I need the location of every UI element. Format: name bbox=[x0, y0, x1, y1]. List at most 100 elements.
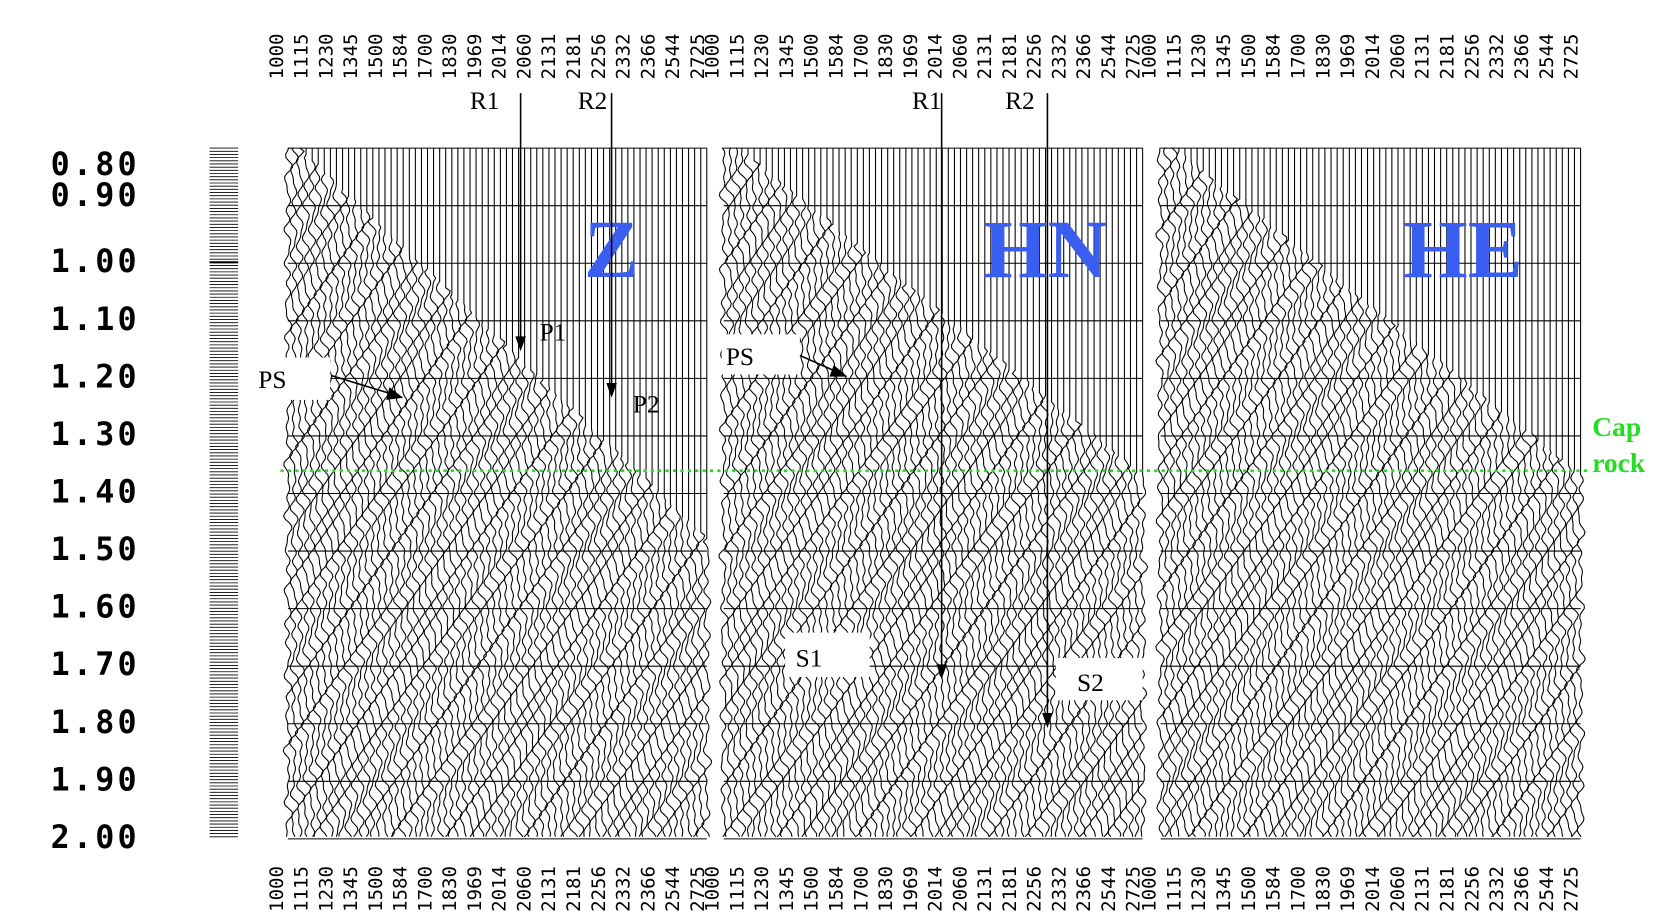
seismic-trace bbox=[785, 148, 796, 837]
time-label: 1.60 bbox=[51, 590, 140, 626]
time-label: 1.70 bbox=[51, 647, 140, 683]
trace-label: 1230 bbox=[1188, 866, 1210, 912]
seismic-trace bbox=[1374, 148, 1386, 837]
seismic-trace bbox=[918, 148, 930, 837]
seismic-trace bbox=[385, 148, 397, 838]
trace-label: 2332 bbox=[1486, 33, 1508, 79]
seismic-trace bbox=[876, 148, 887, 837]
annotation: P1 bbox=[540, 319, 567, 347]
seismic-trace bbox=[1240, 148, 1252, 838]
seismic-trace bbox=[397, 148, 409, 837]
seismic-trace bbox=[501, 148, 512, 837]
seismic-trace bbox=[379, 148, 390, 838]
trace-label: 2366 bbox=[637, 33, 659, 79]
seismic-trace bbox=[1167, 147, 1179, 837]
seismic-trace bbox=[689, 148, 700, 838]
trace-label: 2014 bbox=[925, 33, 947, 79]
trace-label: 1345 bbox=[1213, 33, 1235, 79]
label-box bbox=[785, 632, 870, 678]
time-label: 1.90 bbox=[51, 762, 140, 798]
trace-label: 1700 bbox=[1287, 866, 1309, 912]
trace-label: 2131 bbox=[538, 866, 560, 912]
seismic-trace bbox=[973, 148, 984, 837]
seismic-trace bbox=[724, 147, 736, 837]
trace-label: 1230 bbox=[315, 866, 337, 912]
trace-label: 1969 bbox=[1337, 866, 1359, 912]
trace-label: 1500 bbox=[801, 33, 823, 79]
seismic-trace bbox=[343, 148, 355, 838]
annotation: R1 bbox=[470, 87, 500, 115]
panel-label: HE bbox=[1404, 203, 1523, 295]
seismic-trace bbox=[458, 148, 470, 837]
trace-label: 1830 bbox=[875, 33, 897, 79]
trace-label: 2725 bbox=[1123, 866, 1145, 912]
trace-label: 1230 bbox=[751, 866, 773, 912]
seismic-trace bbox=[652, 148, 664, 838]
trace-label: 1830 bbox=[439, 33, 461, 79]
trace-label: 1584 bbox=[826, 866, 848, 912]
time-label: 1.80 bbox=[51, 705, 140, 741]
seismic-trace bbox=[1526, 148, 1538, 837]
panel-label: HN bbox=[983, 203, 1107, 295]
trace-label: 1500 bbox=[365, 866, 387, 912]
trace-label: 1000 bbox=[1139, 866, 1161, 912]
trace-label: 2181 bbox=[1436, 866, 1458, 912]
seismic-trace bbox=[519, 148, 531, 838]
trace-label: 1000 bbox=[266, 33, 288, 79]
trace-label: 2544 bbox=[662, 866, 684, 912]
trace-label: 1115 bbox=[1163, 33, 1185, 79]
seismic-trace bbox=[415, 148, 427, 837]
trace-label: 2014 bbox=[1362, 866, 1384, 912]
seismic-trace bbox=[434, 148, 446, 838]
annotation: P2 bbox=[633, 391, 660, 419]
seismic-trace bbox=[1173, 148, 1185, 837]
trace-label: 2131 bbox=[1412, 33, 1434, 79]
seismic-trace bbox=[1325, 148, 1337, 838]
seismic-trace bbox=[1113, 148, 1124, 837]
trace-label: 2725 bbox=[687, 866, 709, 912]
arrow-head bbox=[515, 336, 526, 352]
seismic-trace bbox=[742, 148, 754, 837]
trace-label: 2725 bbox=[1561, 33, 1583, 79]
trace-label: 1345 bbox=[340, 33, 362, 79]
seismic-trace bbox=[567, 148, 579, 838]
time-label: 1.00 bbox=[51, 244, 140, 280]
trace-label: 1500 bbox=[1238, 33, 1260, 79]
seismic-trace bbox=[282, 147, 294, 837]
trace-label: 2014 bbox=[489, 866, 511, 912]
seismic-trace bbox=[852, 148, 863, 838]
trace-label: 1230 bbox=[1188, 33, 1210, 79]
seismic-trace bbox=[513, 148, 524, 838]
trace-label: 2060 bbox=[1387, 866, 1409, 912]
seismic-trace bbox=[1575, 148, 1586, 838]
trace-label: 2256 bbox=[588, 33, 610, 79]
trace-label: 2332 bbox=[613, 33, 635, 79]
trace-label: 1115 bbox=[1163, 866, 1185, 912]
seismic-trace bbox=[683, 148, 694, 838]
time-label: 1.50 bbox=[51, 532, 140, 568]
trace-label: 2181 bbox=[563, 33, 585, 79]
arrow bbox=[799, 354, 839, 374]
trace-label: 2332 bbox=[1048, 866, 1070, 912]
trace-label: 1000 bbox=[702, 866, 724, 912]
seismic-trace bbox=[318, 148, 330, 838]
seismic-trace bbox=[658, 148, 670, 838]
seismic-trace bbox=[489, 148, 500, 838]
seismic-trace bbox=[701, 148, 713, 837]
annotation: R2 bbox=[1005, 87, 1035, 115]
trace-label: 1230 bbox=[315, 33, 337, 79]
trace-label: 2544 bbox=[1098, 33, 1120, 79]
seismic-trace bbox=[537, 148, 549, 837]
seismic-trace bbox=[464, 148, 476, 838]
seismic-trace bbox=[288, 147, 300, 838]
seismic-trace bbox=[1289, 148, 1300, 837]
seismic-trace bbox=[1386, 148, 1398, 837]
seismic-trace bbox=[718, 147, 729, 838]
trace-label: 1115 bbox=[291, 33, 313, 79]
seismic-trace bbox=[494, 148, 506, 838]
trace-label: 2131 bbox=[974, 866, 996, 912]
cap-rock-label: Cap bbox=[1592, 411, 1641, 442]
arrow-head bbox=[829, 364, 848, 377]
seismic-trace bbox=[471, 148, 482, 837]
annotation: PS bbox=[726, 343, 754, 371]
